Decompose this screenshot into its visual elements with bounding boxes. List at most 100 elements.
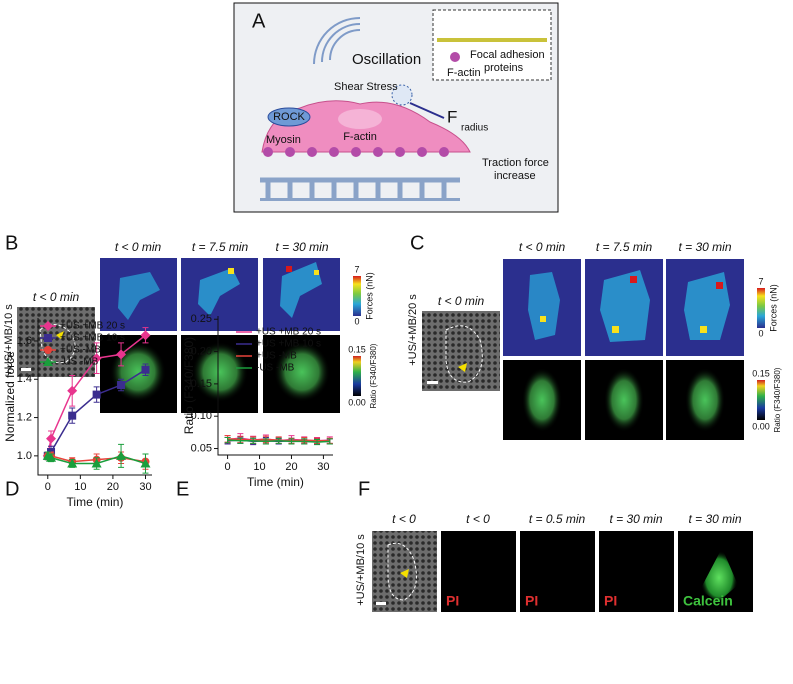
x-tick-label: 20 xyxy=(285,461,297,473)
nucleus xyxy=(338,109,382,129)
error-bar xyxy=(250,437,257,444)
time-label: t < 0 xyxy=(392,512,416,526)
marker xyxy=(141,365,150,374)
legend-label: -US -MB xyxy=(60,357,99,368)
legend-label: +US +MB 20 s xyxy=(60,321,125,332)
legend-label: +US +MB 10 s xyxy=(60,333,125,344)
calcein-cell xyxy=(700,548,738,602)
condition: +US/+MB/20 s xyxy=(407,294,419,366)
marker xyxy=(116,349,127,360)
time-label: t < 0 min xyxy=(438,294,485,308)
marker xyxy=(92,390,101,399)
x-axis-label: Time (min) xyxy=(247,475,304,489)
y-axis-label: Ratio (F340/F380) xyxy=(182,337,196,434)
colorbar-max: 7 xyxy=(758,276,763,286)
phase-image xyxy=(422,311,500,391)
x-tick-label: 10 xyxy=(74,481,86,493)
colorbar-title: Ratio (F340/F380) xyxy=(773,367,782,432)
marker xyxy=(91,353,102,364)
x-tick-label: 10 xyxy=(253,461,265,473)
marker xyxy=(46,433,57,444)
scale-bar xyxy=(376,602,386,605)
marker xyxy=(67,385,78,396)
microbubble xyxy=(391,84,413,106)
time-label: t = 30 min xyxy=(275,240,328,254)
fluor-image xyxy=(520,531,595,612)
colorbar-min: 0.00 xyxy=(752,421,770,431)
colorbar xyxy=(757,288,765,328)
x-tick-label: 0 xyxy=(225,461,231,473)
colorbar-max: 7 xyxy=(354,264,359,274)
time-label: t = 30 min xyxy=(678,240,731,254)
y-axis-label: Normalized force xyxy=(3,351,17,442)
time-label: t = 7.5 min xyxy=(596,240,653,254)
charts: D 1.0 1.2 1.4 1.6 0 10 20 30 Time (min) Normalized… xyxy=(3,313,333,509)
y-tick-label: 0.25 xyxy=(191,313,212,325)
y-tick-label: 0.20 xyxy=(191,345,212,357)
shear-stress: Shear Stress xyxy=(334,81,398,93)
time-label: t = 30 min xyxy=(688,512,741,526)
error-bar xyxy=(237,437,244,444)
membrane xyxy=(437,38,547,42)
y-tick-label: 0.05 xyxy=(191,442,212,454)
arrowhead xyxy=(400,569,409,578)
panel-label: A xyxy=(252,10,266,32)
legend-label: +US -MB xyxy=(60,345,101,356)
panel-label: B xyxy=(5,232,18,254)
traction: Traction force xyxy=(482,157,549,169)
panel-label: D xyxy=(5,478,19,500)
rock xyxy=(267,107,311,127)
panel-label: C xyxy=(410,232,424,254)
y-tick-label: 1.2 xyxy=(17,411,32,423)
colorbar xyxy=(353,276,361,316)
scale-bar xyxy=(21,368,31,371)
fluor-image xyxy=(599,531,674,612)
legend-label: -US -MB xyxy=(256,363,295,374)
error-bar xyxy=(326,438,333,445)
time-label: t < 0 xyxy=(466,512,490,526)
substrate xyxy=(260,198,460,201)
axis xyxy=(217,316,333,456)
time-label: t < 0 min xyxy=(519,240,566,254)
axis xyxy=(37,318,152,476)
focal-adhesion: proteins xyxy=(484,62,524,74)
adhesion-protein xyxy=(450,52,460,62)
arrowhead xyxy=(458,363,467,372)
error-bar xyxy=(275,437,282,444)
cell-outline xyxy=(445,325,483,383)
y-tick-label: 1.0 xyxy=(17,450,32,462)
panel-c: C t < 0 min +US/+MB/20 s t < 0 min t = 7… xyxy=(407,232,782,440)
f-actin: F-actin xyxy=(343,131,377,143)
oscillation: Oscillation xyxy=(352,51,421,68)
colorbar-min: 0.00 xyxy=(348,397,366,407)
pillars xyxy=(260,177,460,200)
x-tick-label: 0 xyxy=(45,481,51,493)
panel-label: F xyxy=(358,478,370,500)
legend-label: +US -MB xyxy=(256,351,297,362)
panel-f: F +US/+MB/10 s t < 0 t < 0 t = 0.5 min t… xyxy=(355,478,753,612)
force-maps xyxy=(503,259,744,356)
colorbar-max: 0.15 xyxy=(752,368,770,378)
focal-adhesion: Focal adhesion xyxy=(470,49,545,61)
force: F xyxy=(447,107,457,126)
arrowhead xyxy=(56,331,64,339)
marker xyxy=(117,381,126,390)
y-tick-label: 0.15 xyxy=(191,378,212,390)
phase-image xyxy=(17,307,95,377)
inset xyxy=(432,9,552,81)
error-bar xyxy=(314,438,321,446)
condition: +US/+MB/10 s xyxy=(3,304,15,376)
waves xyxy=(313,17,361,65)
time-label: t < 0 min xyxy=(115,240,162,254)
x-axis-label: Time (min) xyxy=(67,495,124,509)
colorbar-min: 0 xyxy=(354,316,359,326)
marker xyxy=(68,411,77,420)
y-tick-label: 1.4 xyxy=(17,373,32,385)
error-bar xyxy=(224,437,231,444)
ratio-maps xyxy=(100,335,340,413)
legend-label: +US +MB 10 s xyxy=(256,339,321,350)
marker xyxy=(67,458,78,468)
stain: PI xyxy=(525,593,538,609)
stain: PI xyxy=(604,593,617,609)
